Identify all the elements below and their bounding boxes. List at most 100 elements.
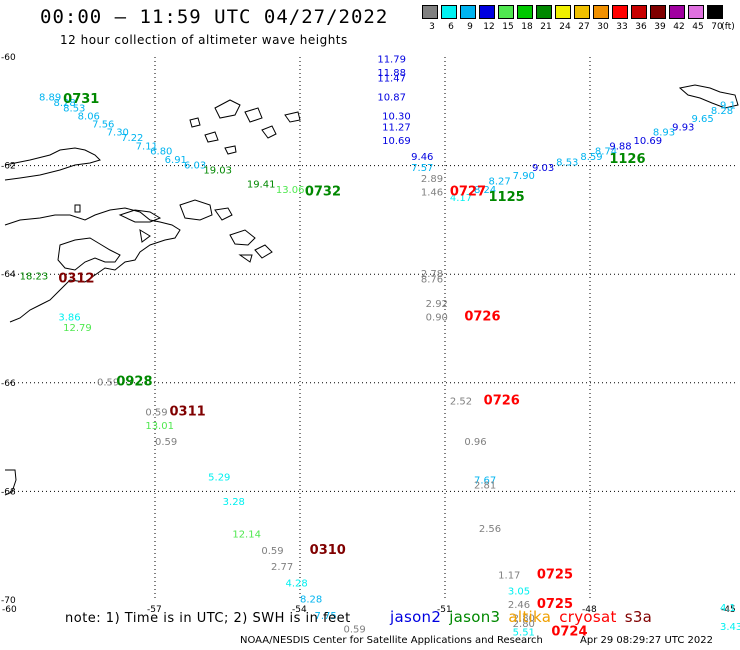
time-labels: 0731 0732 0727 1125 1126 0312 0726 0928 0311 0726… [58,92,645,639]
wave-height-value: 18.23 [20,272,49,283]
legend-label: 12 [483,22,495,32]
wave-height-value: 0.59 [145,407,167,418]
pass-time-label: 0310 [310,543,346,558]
wave-height-value: 2.89 [421,174,443,185]
wave-height-value: 9.1 [720,101,736,112]
wave-height-value: 10.69 [382,136,411,147]
wave-height-value: 1.17 [498,570,520,581]
legend-swatch [479,5,495,19]
legend-unit: (ft) [721,22,735,32]
wave-height-value: 3.86 [58,312,80,323]
wave-height-value: 9.03 [532,163,554,174]
wave-height-value: 19.03 [203,166,232,177]
pass-time-label: 0312 [58,271,94,286]
legend-label: 18 [521,22,533,32]
wave-height-value: 7.75 [315,611,337,622]
legend-label: 42 [673,22,685,32]
map-grid: -60-62-64-66-68-70-60 -57 -54 -51 -48 -45 [1,53,736,615]
wave-height-value: 9.65 [692,114,714,125]
legend-swatch [517,5,533,19]
wave-height-value: 5.51 [513,627,535,638]
wave-height-value: 7.30 [107,128,129,139]
wave-height-value: 13.06 [276,185,305,196]
wave-height-value: 10.69 [634,136,663,147]
wave-height-value: 11.27 [382,122,411,133]
wave-height-value: 2.81 [474,481,496,492]
legend-swatch [707,5,723,19]
wave-height-value: 2.52 [450,397,472,408]
lon-tick-label: -51 [437,605,452,615]
lat-tick-label: -60 [1,53,16,63]
legend-swatch [669,5,685,19]
wave-height-value: 8.53 [63,103,85,114]
wave-height-value: 5.29 [208,473,230,484]
pass-time-label: 1125 [489,190,525,205]
coastline [4,84,739,496]
lon-tick-label: -54 [292,605,307,615]
wave-height-value: 9.88 [609,141,631,152]
page-title: 00:00 – 11:59 UTC 04/27/2022 [40,6,389,28]
legend-label: 70 [711,22,723,32]
legend-swatch [650,5,666,19]
legend-label: 9 [467,22,473,32]
lat-tick-label: -70 [1,596,16,606]
measurement-points: 8.898.288.538.067.567.307.227.116.806.91… [20,54,740,638]
legend-label: 33 [616,22,628,32]
wave-height-value: 0.96 [464,437,486,448]
wave-height-value: 1.46 [421,187,443,198]
wave-height-value: 7.22 [121,133,143,144]
legend-label: 30 [597,22,609,32]
wave-height-value: 7.67 [474,475,496,486]
wave-height-value: 2.92 [426,299,448,310]
wave-height-value: 8.93 [653,128,675,139]
pass-time-label: 0928 [116,375,152,390]
wave-height-value: 2.77 [271,562,293,573]
legend-label: 27 [578,22,590,32]
wave-height-value: 11.79 [377,54,406,65]
legend-label: 36 [635,22,647,32]
legend-swatch [536,5,552,19]
wave-height-value: 9.93 [672,122,694,133]
satellite-jason3: jason3 [449,608,501,626]
pass-time-label: 0726 [484,394,520,409]
wave-height-value: 8.28 [300,595,322,606]
legend-swatch [574,5,590,19]
wave-height-value: 7.56 [92,120,114,131]
wave-height-value: 0.59 [344,625,366,636]
pass-time-label: 0311 [170,404,206,419]
legend-swatch [498,5,514,19]
wave-height-value: 7.57 [411,163,433,174]
legend-swatch [555,5,571,19]
legend-label: 39 [654,22,666,32]
wave-height-value: 6.91 [165,155,187,166]
wave-height-value: 8.28 [711,106,733,117]
wave-height-value: 12.79 [63,323,92,334]
wave-height-value: 10.87 [377,92,406,103]
legend-swatch [422,5,438,19]
wave-height-value: 12.14 [232,530,261,541]
satellite-jason2: jason2 [390,608,442,626]
legend-swatch [631,5,647,19]
wave-height-value: 0.90 [426,312,448,323]
wave-height-value: 7.11 [136,141,158,152]
wave-height-value: 3.28 [223,497,245,508]
legend-swatch [688,5,704,19]
legend-swatch [441,5,457,19]
legend-label: 45 [692,22,704,32]
legend-label: 6 [448,22,454,32]
wave-height-value: 8.27 [489,177,511,188]
pass-time-label: 0727 [450,184,486,199]
legend-label: 21 [540,22,552,32]
wave-height-value: 8.89 [39,92,61,103]
page-subtitle: 12 hour collection of altimeter wave hei… [60,33,348,47]
wave-height-value: 2.78 [421,269,443,280]
lat-tick-label: -62 [1,162,16,172]
satellite-altika: altika [508,608,552,626]
lat-tick-label: -68 [1,487,16,497]
wave-height-value: 3.05 [508,587,530,598]
wave-height-value: 2.80 [513,619,535,630]
wave-height-value: 8.76 [421,274,443,285]
footer-credit: NOAA/NESDIS Center for Satellite Applica… [240,635,543,646]
pass-time-label: 1126 [609,152,645,167]
